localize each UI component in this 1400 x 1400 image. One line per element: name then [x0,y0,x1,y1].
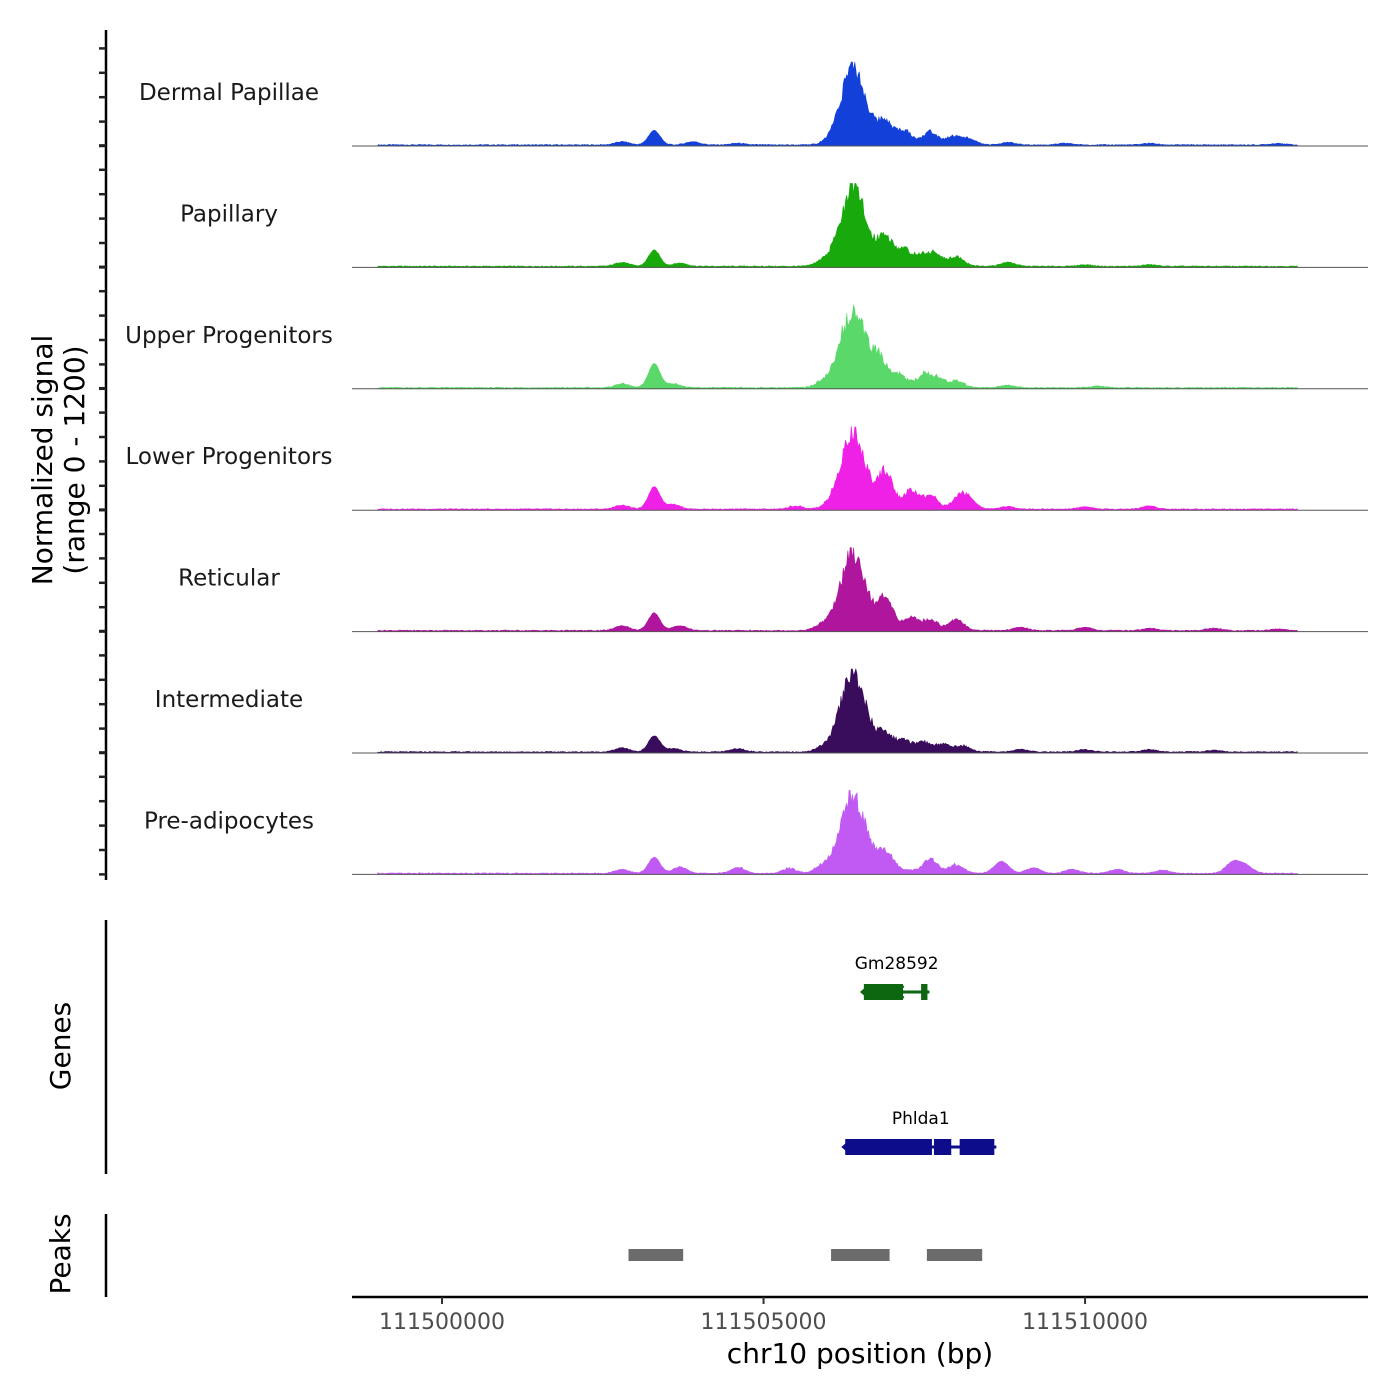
track-label: Intermediate [155,687,303,713]
track-label: Papillary [180,201,278,227]
peak-track [104,1214,983,1297]
signal-tracks: Dermal Papillae Papillary Upper Progenitor… [125,61,1368,875]
gene-exon [959,1139,995,1155]
track-label: Lower Progenitors [126,444,333,470]
x-axis: 111500000 111505000 111510000 [352,1295,1368,1335]
signal-track: Papillary [180,183,1368,268]
signal-track: Reticular [178,547,1368,633]
signal-track: Pre-adipocytes [144,790,1368,875]
signal-area [377,547,1298,632]
peak-region [628,1249,684,1261]
track-label: Dermal Papillae [139,80,319,106]
signal-area [377,426,1298,511]
gene-track: Gm28592 Phlda1 [104,920,997,1174]
signal-y-axis [99,30,108,880]
gene-exon [933,1139,952,1155]
signal-area [377,304,1298,390]
gene-strand-arrow [918,1140,929,1154]
signal-track: Dermal Papillae [139,61,1368,147]
signal-area [377,790,1298,875]
signal-area [377,61,1298,147]
x-tick-label: 111510000 [1022,1310,1148,1335]
gene-strand-arrow [841,1140,852,1154]
signal-area [377,667,1298,754]
y-axis-title-line2: (range 0 - 1200) [58,345,91,574]
peak-region [831,1249,890,1261]
signal-area [377,183,1298,268]
gene-label: Phlda1 [892,1109,950,1129]
signal-track: Lower Progenitors [126,426,1368,511]
gene-model: Phlda1 [841,1109,997,1155]
gene-exon [845,1139,932,1155]
gene-label: Gm28592 [855,954,939,974]
gene-exon [863,984,904,1000]
peak-region [926,1249,983,1261]
genes-axis-title: Genes [44,1002,77,1090]
peaks-axis-title: Peaks [44,1213,77,1294]
y-axis-title-line1: Normalized signal [26,335,59,586]
x-tick-label: 111500000 [379,1310,505,1335]
signal-track: Upper Progenitors [125,304,1368,390]
x-tick-label: 111505000 [701,1310,827,1335]
signal-track: Intermediate [155,667,1368,754]
track-label: Reticular [178,566,280,592]
track-label: Upper Progenitors [125,323,333,349]
gene-model: Gm28592 [855,954,939,1000]
track-label: Pre-adipocytes [144,808,314,834]
x-axis-title: chr10 position (bp) [727,1337,993,1370]
gene-strand-arrow [894,985,905,999]
gene-strand-arrow [859,985,870,999]
gene-exon [921,984,928,1000]
